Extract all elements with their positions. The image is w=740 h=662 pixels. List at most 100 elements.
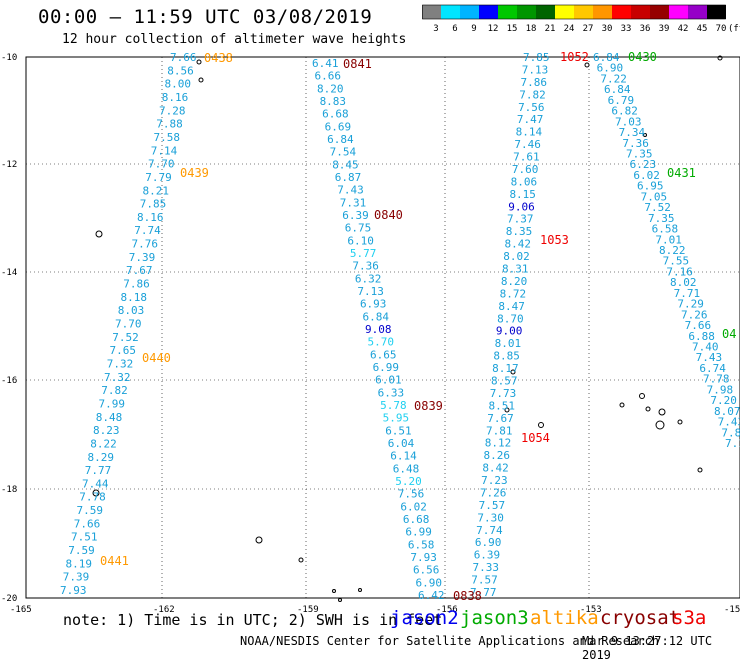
wave-height-value: 7.13 — [522, 63, 549, 76]
wave-height-value: 6.95 — [637, 180, 664, 193]
wave-height-value: 7.98 — [707, 383, 734, 396]
wave-height-value: 8.85 — [493, 350, 519, 363]
wave-height-value: 7.86 — [123, 278, 150, 291]
wave-height-value: 6.93 — [360, 298, 387, 311]
wave-height-value: 7.59 — [68, 544, 95, 557]
pass-time-label: 0840 — [374, 208, 403, 222]
pass-time-label: 0439 — [180, 166, 209, 180]
latitude-label: -10 — [1, 53, 17, 63]
latitude-label: -12 — [1, 160, 17, 170]
wave-height-value: 6.79 — [608, 94, 635, 107]
island-outline — [658, 408, 666, 416]
wave-height-value: 7.34 — [619, 126, 646, 139]
map-title: 00:00 – 11:59 UTC 03/08/2019 — [38, 6, 373, 28]
colorbar-swatch — [612, 5, 631, 19]
wave-height-value: 6.65 — [370, 348, 397, 361]
wave-height-value: 7.76 — [132, 238, 159, 251]
wave-height-value: 8.29 — [88, 451, 115, 464]
graticule — [26, 57, 740, 598]
wave-height-value: 7.16 — [666, 265, 693, 278]
footer-note: note: 1) Time is in UTC; 2) SWH is in fe… — [63, 611, 443, 629]
wave-height-value: 7.70 — [115, 318, 142, 331]
longitude-label: -159 — [297, 605, 319, 615]
wave-height-value: 6.56 — [413, 564, 440, 577]
wave-height-value: 8.42 — [482, 462, 509, 475]
colorbar-swatch — [498, 5, 517, 19]
wave-height-value: 8.18 — [121, 291, 148, 304]
wave-height-value: 7.26 — [480, 486, 507, 499]
wave-height-value: 8.20 — [317, 82, 344, 95]
wave-height-value: 7.32 — [107, 357, 134, 370]
island-outline — [255, 536, 263, 544]
wave-height-value: 6.42 — [418, 589, 445, 602]
wave-height-value: 6.02 — [400, 500, 427, 513]
wave-height-value: 8.26 — [484, 449, 511, 462]
colorbar-label: 33 — [621, 24, 632, 34]
longitude-label: -165 — [10, 605, 32, 615]
wave-height-value: 7.36 — [622, 137, 649, 150]
wave-height-value: 7.93 — [60, 584, 87, 597]
wave-height-value: 7.81 — [486, 424, 513, 437]
island-outline — [198, 77, 204, 83]
latitude-label: -18 — [1, 485, 17, 495]
islands — [92, 55, 723, 602]
wave-height-value: 6.39 — [474, 549, 501, 562]
colorbar-label: 70 — [716, 24, 727, 34]
wave-height-value: 7.13 — [357, 285, 384, 298]
wave-height-value: 7.46 — [514, 138, 541, 151]
wave-height-value: 7.39 — [63, 571, 90, 584]
island-outline — [196, 59, 202, 65]
generated-timestamp: Mar 9 13:27:12 UTC 2019 — [582, 634, 713, 662]
wave-height-value: 7.58 — [154, 131, 181, 144]
wave-height-value: 7.43 — [337, 184, 364, 197]
pass-time-label: 0839 — [414, 399, 443, 413]
axis-labels: -165 -162 -159 -156 -153 -150 -10 -12 -14 -16 -18 -… — [1, 53, 740, 615]
wave-height-value: 8.14 — [516, 126, 543, 139]
credit-line: NOAA/NESDIS Center for Satellite Applica… — [240, 634, 660, 648]
colorbar-label: 24 — [564, 24, 575, 34]
wave-height-value: 5.70 — [368, 336, 395, 349]
pass-time-label: 0438 — [204, 51, 233, 65]
colorbar-label: 27 — [583, 24, 594, 34]
wave-height-value: 7.77 — [85, 464, 112, 477]
wave-height-value: 6.01 — [375, 374, 402, 387]
wave-height-value: 6.10 — [347, 234, 374, 247]
satellite-legend-s3a: s3a — [672, 607, 707, 629]
wave-height-value: 8.02 — [670, 276, 697, 289]
wave-height-value: 8.56 — [167, 64, 194, 77]
wave-height-value: 8.23 — [93, 424, 120, 437]
wave-height-value: 7.22 — [600, 72, 627, 85]
colorbar-swatch — [688, 5, 707, 19]
wave-height-value: 8.47 — [498, 300, 525, 313]
wave-height-value: 8.22 — [659, 244, 686, 257]
colorbar-label: 15 — [507, 24, 518, 34]
wave-height-value: 8.51 — [488, 399, 515, 412]
wave-height-value: 7.31 — [340, 196, 367, 209]
island-outline — [645, 406, 651, 412]
pass-labels: 0438 0439 0440 0441 0841 0840 0839 0838 1052 1053… — [100, 50, 736, 603]
island-outline — [677, 419, 683, 425]
island-outline — [332, 589, 336, 593]
colorbar-label: 6 — [452, 24, 457, 34]
pass-time-label: 0431 — [667, 166, 696, 180]
island-outline — [538, 422, 544, 428]
wave-height-value: 7.74 — [476, 524, 503, 537]
satellite-legend-jason2: jason2 — [390, 607, 459, 629]
island-outline — [697, 467, 703, 473]
wave-height-value: 6.23 — [630, 158, 657, 171]
wave-height-value: 7.01 — [655, 233, 682, 246]
wave-height-value: 8.20 — [501, 275, 528, 288]
island-outline — [619, 402, 625, 408]
wave-height-value: 6.99 — [373, 361, 400, 374]
wave-height-value: 8.21 — [143, 184, 170, 197]
wave-height-value: 9.00 — [496, 325, 523, 338]
wave-height-value: 8.57 — [491, 374, 518, 387]
island-outline — [504, 407, 510, 413]
wave-height-value: 8.35 — [506, 225, 532, 238]
wave-height-value: 7.67 — [487, 412, 514, 425]
wave-height-value: 7.70 — [148, 158, 175, 171]
pass-time-label: 0838 — [453, 589, 482, 603]
wave-height-value: 7.57 — [479, 499, 506, 512]
satellite-legend-cryosat: cryosat — [600, 607, 681, 629]
